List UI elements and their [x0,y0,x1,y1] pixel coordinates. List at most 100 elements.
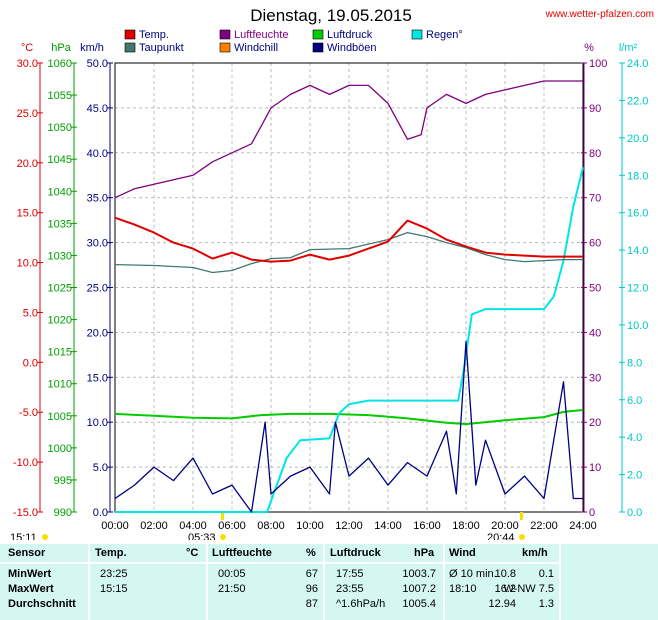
tick-label-rain: 24.0 [627,58,648,70]
sun-icon [42,534,48,540]
summary-divider [443,544,445,620]
unit-temp: °C [21,42,33,54]
tick-label-temp: 30.0 [17,58,38,70]
legend-swatch [312,42,324,53]
summary-cell-label: MaxWert [8,583,54,595]
summary-cell-w-time: 18:10 [449,583,477,595]
header-humidity-unit: % [306,547,316,559]
tick-label-rain: 10.0 [627,320,648,332]
x-tick-label: 20:00 [491,520,519,532]
header-temp-unit: °C [186,547,199,559]
sunrise-marker [221,512,224,520]
chart-title: Dienstag, 19.05.2015 [250,6,412,25]
summary-cell-t-val: 10.8 [494,568,516,580]
tick-label-wind: 25.0 [87,283,108,295]
tick-label-temp: 0.0 [23,357,38,369]
x-tick-label: 12:00 [335,520,363,532]
summary-cell-t-val: 12.94 [488,598,516,610]
unit-wind: km/h [80,42,104,54]
summary-cell-w-val: W-NW 7.5 [503,583,554,595]
tick-label-pressure: 1050 [48,122,72,134]
tick-label-wind: 35.0 [87,193,108,205]
tick-label-pressure: 1055 [48,90,72,102]
x-tick-label: 04:00 [179,520,207,532]
tick-label-humidity: 40 [589,327,601,339]
tick-label-rain: 16.0 [627,208,648,220]
tick-label-humidity: 20 [589,417,601,429]
tick-label-humidity: 80 [589,148,601,160]
legend-swatch [124,42,136,53]
tick-label-wind: 30.0 [87,238,108,250]
x-tick-label: 08:00 [257,520,285,532]
tick-label-temp: 15.0 [17,208,38,220]
tick-label-rain: 14.0 [627,245,648,257]
source-url: www.wetter-pfalzen.com [545,9,654,20]
sunrise-label: 05:33 [188,532,216,540]
x-tick-label: 22:00 [530,520,558,532]
tick-label-temp: -5.0 [19,407,38,419]
tick-label-pressure: 1025 [48,283,72,295]
tick-label-pressure: 1010 [48,379,72,391]
tick-label-pressure: 1030 [48,250,72,262]
tick-label-rain: 8.0 [627,357,642,369]
legend-label: Luftdruck [327,29,373,41]
summary-cell-p-time: 23:55 [336,583,364,595]
tick-label-humidity: 60 [589,238,601,250]
tick-label-rain: 12.0 [627,283,648,295]
summary-divider [559,544,561,620]
tick-label-temp: 10.0 [17,258,38,270]
summary-cell-h-val: 96 [305,583,318,595]
x-tick-label: 14:00 [374,520,402,532]
tick-label-rain: 2.0 [627,470,642,482]
tick-label-wind: 50.0 [87,58,108,70]
tick-label-wind: 5.0 [93,462,108,474]
summary-cell-h-val: 67 [305,568,318,580]
tick-label-pressure: 1045 [48,154,72,166]
sun-icon [519,534,525,540]
header-humidity: Luftfeuchte [212,547,272,559]
unit-rain: l/m² [619,42,638,54]
tick-label-humidity: 0 [589,507,595,519]
summary-cell-p-time: 17:55 [336,568,364,580]
tick-label-pressure: 1000 [48,443,72,455]
summary-divider [206,544,208,620]
summary-cell-p-time: ^1.6hPa/h [336,598,386,610]
unit-pressure: hPa [51,42,71,54]
tick-label-rain: 22.0 [627,95,648,107]
series-line-luftdruck [114,409,584,426]
summary-cell-h-time: 00:05 [218,568,246,580]
summary-cell-p-val: 1007.2 [402,583,436,595]
tick-label-pressure: 1005 [48,411,72,423]
header-sensor: Sensor [8,547,46,559]
summary-cell-t-time: 15:15 [100,583,128,595]
header-pressure: Luftdruck [330,547,381,559]
tick-label-pressure: 1015 [48,347,72,359]
series-line-taupunkt [114,231,583,274]
tick-label-rain: 0.0 [627,507,642,519]
tick-label-humidity: 90 [589,103,601,115]
tick-label-wind: 15.0 [87,372,108,384]
legend-label: Regen° [426,29,463,41]
tick-label-rain: 20.0 [627,133,648,145]
summary-cell-w-val: 0.1 [538,568,554,580]
summary-divider [88,544,90,620]
legend-label: Windböen [327,42,377,54]
summary-cell-p-val: 1005.4 [402,598,436,610]
legend-swatch [219,42,231,53]
x-tick-label: 02:00 [140,520,168,532]
summary-divider [323,544,325,620]
legend-label: Temp. [139,29,169,41]
summary-cell-label: Durchschnitt [8,598,76,610]
header-temp: Temp. [95,547,127,559]
series-line-regen [115,166,584,513]
summary-cell-p-val: 1003.7 [402,568,436,580]
tick-label-pressure: 1040 [48,186,72,198]
summary-cell-w-val: 1.3 [538,598,554,610]
tick-label-temp: 20.0 [17,158,38,170]
tick-label-pressure: 995 [54,475,72,487]
legend-swatch [219,29,231,40]
summary-cell-label: MinWert [8,568,52,580]
legend-label: Windchill [234,42,278,54]
sun-icon [220,534,226,540]
series-line-luftfeuchte [114,80,583,199]
